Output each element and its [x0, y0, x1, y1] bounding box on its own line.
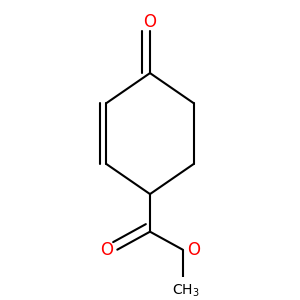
Text: O: O [187, 241, 200, 259]
Text: O: O [100, 241, 113, 259]
Text: O: O [143, 14, 157, 32]
Text: CH$_3$: CH$_3$ [172, 283, 200, 299]
